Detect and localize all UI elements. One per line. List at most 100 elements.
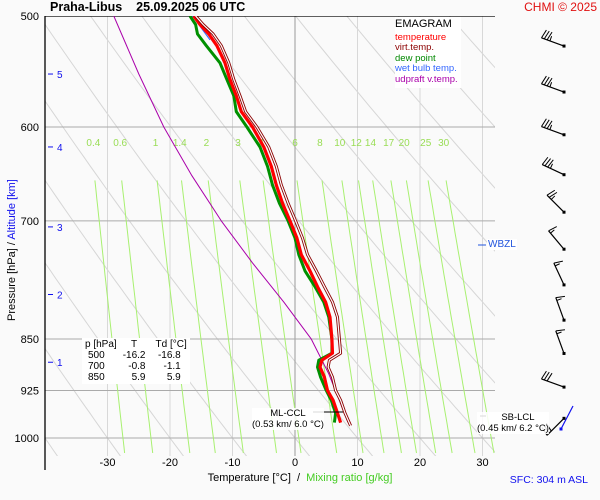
col-td: Td [°C] <box>155 339 187 350</box>
altitude-tick-label: 2 <box>57 290 63 301</box>
barb-shaft <box>541 37 565 47</box>
temperature-tick-label: 10 <box>351 457 363 469</box>
temperature-tick-label: -20 <box>162 457 178 469</box>
barb-feather <box>548 191 558 198</box>
barb-feather <box>553 260 563 264</box>
barb-feather <box>541 156 549 165</box>
table-row: 500 -16.2 -16.8 <box>85 350 187 361</box>
table-row: 700 -0.8 -1.1 <box>85 361 187 372</box>
ml-ccl-annotation: ML-CCL (0.53 km/ 6.0 °C) <box>252 408 324 430</box>
mixing-ratio-label: 10 <box>334 138 346 149</box>
barb-feather <box>546 31 553 41</box>
mixing-ratio-line <box>207 180 244 454</box>
temperature-tick-label: -10 <box>225 457 241 469</box>
virtual-temperature-line-inner <box>195 16 352 426</box>
barb-feather <box>544 158 551 167</box>
barb-station-dot <box>562 173 566 177</box>
pressure-label: Pressure [hPa] <box>6 248 18 321</box>
profile-series <box>113 16 352 427</box>
wind-barb <box>541 75 566 94</box>
altitude-label: Altitude [km] <box>6 179 18 240</box>
mixing-ratio-label: Mixing ratio [g/kg] <box>306 472 393 484</box>
temperature-label: Temperature [°C] <box>207 472 291 484</box>
barb-half-feather <box>549 124 553 130</box>
barb-station-dot <box>562 90 566 94</box>
dry-adiabat <box>346 16 495 189</box>
wind-barb <box>548 226 566 251</box>
ml-ccl-value: (0.53 km/ 6.0 °C) <box>252 419 324 430</box>
xlabel-sep: / <box>290 472 307 484</box>
wind-barb <box>541 370 566 389</box>
wbzl-label: WBZL <box>487 239 517 250</box>
barb-station-dot <box>562 416 566 420</box>
barb-feather <box>543 371 550 381</box>
x-axis-label: Temperature [°C] / Mixing ratio [g/kg] <box>0 472 600 484</box>
legend: EMAGRAM temperature virt.temp. dew point… <box>395 17 461 88</box>
barb-station-dot <box>562 385 566 389</box>
dry-adiabat <box>141 16 495 453</box>
barb-station-dot <box>562 283 566 287</box>
mixing-ratio-line <box>405 180 453 454</box>
barb-feather <box>543 30 550 40</box>
mixing-ratio-line <box>372 180 417 454</box>
mixing-ratio-label: 2 <box>204 138 210 149</box>
barb-feather <box>546 189 556 196</box>
chart-title: Praha-Libus 25.09.2025 06 UTC <box>50 0 245 14</box>
cell: -16.2 <box>122 350 146 361</box>
barb-shaft <box>546 417 565 436</box>
dry-adiabat <box>45 262 185 456</box>
barb-station-dot <box>562 351 566 355</box>
mixing-ratio-label: 1 <box>153 138 159 149</box>
dry-adiabat <box>45 347 122 456</box>
sb-lcl-label: SB-LCL <box>501 412 535 423</box>
mixing-ratio-line <box>121 180 154 454</box>
ml-ccl-label: ML-CCL <box>270 408 306 419</box>
mixing-ratio-line <box>390 180 437 454</box>
dry-adiabat <box>397 16 495 128</box>
wind-barb <box>555 295 566 322</box>
barb-station-dot <box>562 210 566 214</box>
pressure-tick-label: 500 <box>21 11 39 23</box>
cell: -1.1 <box>163 361 181 372</box>
barb-shaft <box>548 230 565 250</box>
cell: 700 <box>88 361 105 372</box>
dry-adiabat <box>481 0 600 468</box>
barb-feather <box>555 295 565 299</box>
barb-station-dot <box>562 318 566 322</box>
mixing-ratio-line <box>94 180 126 454</box>
copyright: CHMI © 2025 <box>524 0 597 14</box>
cell: 5.9 <box>166 372 181 383</box>
data-table: p [hPa] T Td [°C] 500 -16.2 -16.8 700 -0… <box>82 338 190 384</box>
legend-item-dew-point: dew point <box>395 52 436 64</box>
wind-barb <box>541 156 566 177</box>
mixing-ratio-label: 8 <box>317 138 323 149</box>
barb-station-dot <box>562 247 566 251</box>
dry-adiabat <box>0 0 2 468</box>
barb-half-feather <box>549 82 553 88</box>
col-t: T <box>131 339 138 350</box>
mixing-ratio-line <box>181 180 216 454</box>
pressure-tick-label: 925 <box>21 386 39 398</box>
mixing-ratio-line <box>296 180 338 454</box>
dry-adiabat <box>294 16 495 252</box>
barb-shaft <box>555 330 565 354</box>
dry-adiabat <box>45 179 248 456</box>
barb-half-feather <box>550 229 555 234</box>
barb-feather <box>546 372 553 382</box>
dry-adiabat <box>531 0 600 468</box>
temperature-tick-label: 20 <box>414 457 426 469</box>
mixing-ratio-label: 3 <box>235 138 241 149</box>
barb-feather <box>543 76 550 86</box>
mixing-ratio-line <box>321 180 364 454</box>
sb-lcl-value: (0.45 km/ 6.2 °C) <box>477 423 549 434</box>
altitude-tick-label: 1 <box>57 358 63 369</box>
barb-shaft <box>555 297 565 321</box>
mixing-ratio-label: 20 <box>399 138 411 149</box>
temperature-tick-label: -30 <box>100 457 116 469</box>
mixing-ratio-line <box>156 180 191 454</box>
wind-barb <box>553 260 566 287</box>
dry-adiabat <box>243 16 495 317</box>
wind-barb <box>555 329 566 355</box>
col-pressure: p [hPa] <box>85 339 117 350</box>
barb-shaft <box>546 194 565 213</box>
